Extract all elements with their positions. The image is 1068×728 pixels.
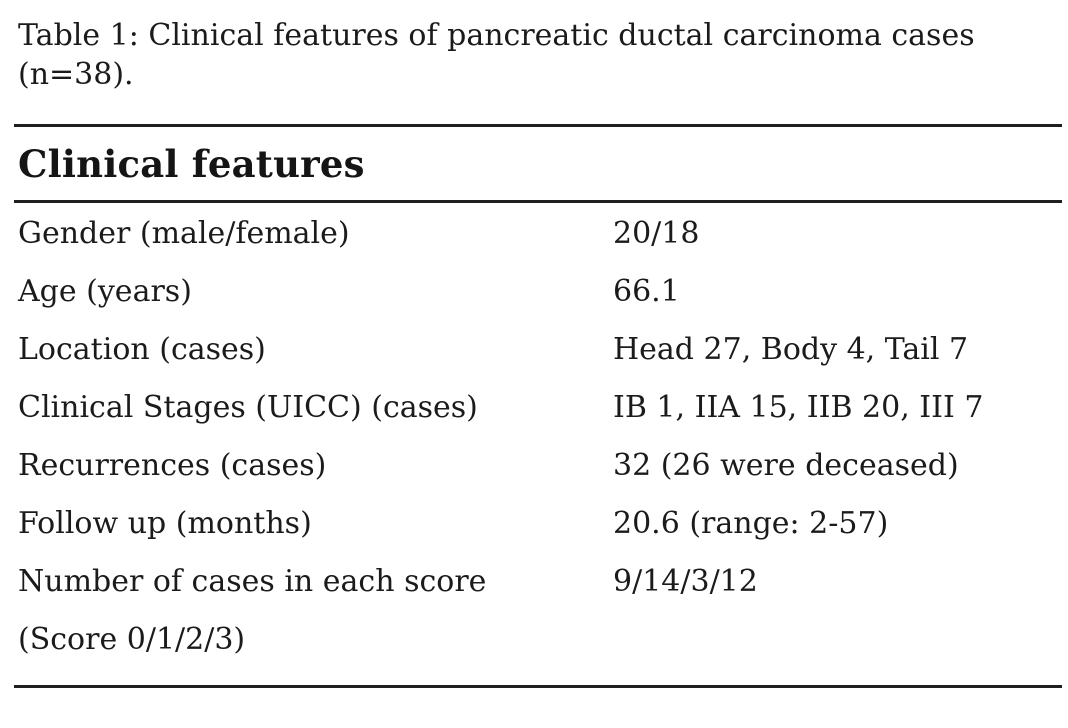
row-value: 9/14/3/12 xyxy=(613,564,758,599)
row-label: Follow up (months) xyxy=(18,506,312,541)
table-header-rule xyxy=(14,200,1062,203)
row-label: Age (years) xyxy=(18,274,192,309)
row-label: Recurrences (cases) xyxy=(18,448,327,483)
row-label: Number of cases in each score (Score 0/1… xyxy=(18,564,487,657)
clinical-features-table: Clinical features Gender (male/female) 2… xyxy=(14,124,1062,688)
table-row: Number of cases in each score (Score 0/1… xyxy=(14,553,1062,669)
table-row: Location (cases) Head 27, Body 4, Tail 7 xyxy=(14,321,1062,379)
row-label: Clinical Stages (UICC) (cases) xyxy=(18,390,478,425)
table-body: Gender (male/female) 20/18 Age (years) 6… xyxy=(14,203,1062,685)
row-value: IB 1, IIA 15, IIB 20, III 7 xyxy=(613,390,984,425)
row-label: Location (cases) xyxy=(18,332,266,367)
table-bottom-rule xyxy=(14,685,1062,688)
table-row: Clinical Stages (UICC) (cases) IB 1, IIA… xyxy=(14,379,1062,437)
row-value: 20/18 xyxy=(613,216,700,251)
table-caption: Table 1: Clinical features of pancreatic… xyxy=(18,18,975,92)
row-value: 32 (26 were deceased) xyxy=(613,448,959,483)
table-row: Follow up (months) 20.6 (range: 2-57) xyxy=(14,495,1062,553)
table-row: Recurrences (cases) 32 (26 were deceased… xyxy=(14,437,1062,495)
row-value: 66.1 xyxy=(613,274,680,309)
table-header: Clinical features xyxy=(18,142,365,186)
table-row: Age (years) 66.1 xyxy=(14,263,1062,321)
table-top-rule xyxy=(14,124,1062,127)
row-value: 20.6 (range: 2-57) xyxy=(613,506,889,541)
row-label: Gender (male/female) xyxy=(18,216,350,251)
row-value: Head 27, Body 4, Tail 7 xyxy=(613,332,969,367)
table-row: Gender (male/female) 20/18 xyxy=(14,205,1062,263)
